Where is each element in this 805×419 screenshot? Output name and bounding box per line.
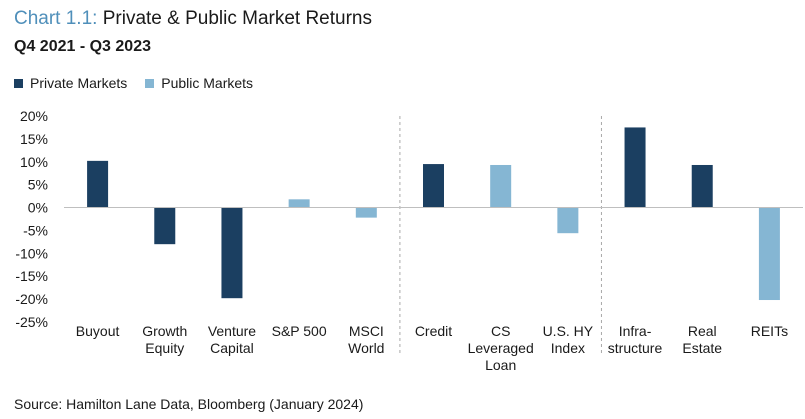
chart-title: Chart 1.1: Private & Public Market Retur… xyxy=(14,8,372,30)
x-tick-label: Growth Equity xyxy=(142,323,187,356)
bar-infra-structure xyxy=(624,127,646,208)
x-tick-label: Infra-structure xyxy=(608,323,663,356)
x-tick-label: Real Estate xyxy=(682,323,722,356)
y-tick-label: 5% xyxy=(28,177,48,193)
bar-cs-leveraged-loan xyxy=(490,164,512,208)
chart-number: Chart 1.1: xyxy=(14,8,98,29)
legend-item-public: Public Markets xyxy=(145,75,253,91)
x-tick-label: U.S. HY Index xyxy=(543,323,594,356)
legend-swatch-public xyxy=(145,78,155,88)
y-tick-label: 0% xyxy=(28,200,48,216)
y-tick-label: 15% xyxy=(20,131,48,147)
chart-subtitle: Q4 2021 - Q3 2023 xyxy=(14,38,151,55)
legend-label-private: Private Markets xyxy=(30,75,128,91)
bar-u-s-hy-index xyxy=(557,207,579,234)
bar-reits xyxy=(758,207,780,301)
x-tick-label: CS Leveraged Loan xyxy=(468,323,534,373)
legend: Private Markets Public Markets xyxy=(14,75,271,91)
source-note: Source: Hamilton Lane Data, Bloomberg (J… xyxy=(14,396,364,412)
x-tick-label: S&P 500 xyxy=(272,323,327,339)
chart-title-text: Private & Public Market Returns xyxy=(102,8,372,29)
y-tick-label: -15% xyxy=(15,268,48,284)
x-tick-label: REITs xyxy=(751,323,788,339)
bar-buyout xyxy=(87,160,109,208)
y-tick-label: -25% xyxy=(15,314,48,330)
y-tick-label: -10% xyxy=(15,245,48,261)
x-tick-label: Credit xyxy=(415,323,452,339)
legend-swatch-private xyxy=(14,78,23,88)
x-tick-label: MSCI World xyxy=(348,323,384,356)
legend-label-public: Public Markets xyxy=(161,75,254,91)
legend-item-private: Private Markets xyxy=(14,75,127,91)
bar-credit xyxy=(423,164,444,208)
y-tick-label: -20% xyxy=(15,291,48,307)
bar-venture-capital xyxy=(221,207,243,299)
bar-growth-equity xyxy=(154,207,176,245)
bar-msci-world xyxy=(355,207,377,218)
x-tick-label: Buyout xyxy=(76,323,120,339)
bar-s-p-500 xyxy=(288,199,310,208)
y-tick-label: 20% xyxy=(20,108,48,124)
bar-real-estate xyxy=(691,164,713,208)
x-tick-label: Venture Capital xyxy=(208,323,256,356)
y-tick-label: 10% xyxy=(20,154,48,170)
y-tick-label: -5% xyxy=(23,222,48,238)
